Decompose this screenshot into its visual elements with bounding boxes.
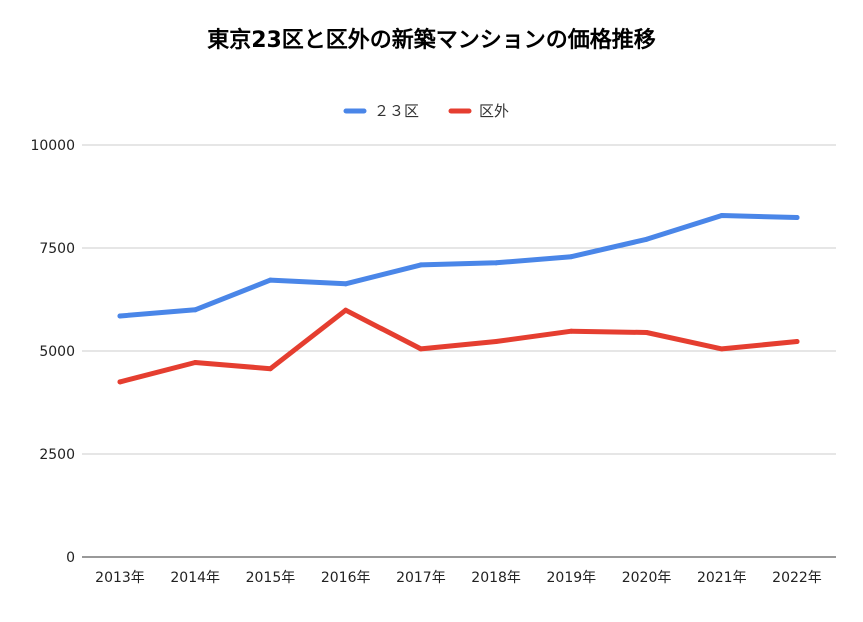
chart-title: 東京23区と区外の新築マンションの価格推移	[207, 28, 656, 53]
x-tick-label: 2015年	[246, 570, 296, 586]
x-tick-label: 2021年	[697, 570, 747, 586]
y-axis-ticks: 0 2500 5000 7500 10000	[30, 138, 75, 566]
y-tick-label: 0	[66, 550, 75, 566]
y-tick-label: 5000	[39, 344, 75, 360]
data-point	[719, 346, 725, 352]
data-point	[267, 366, 273, 372]
data-point	[267, 277, 273, 283]
data-point	[117, 313, 123, 319]
data-point	[493, 339, 499, 345]
data-point	[568, 328, 574, 334]
data-point	[192, 360, 198, 366]
data-point	[418, 262, 424, 268]
series-lines	[117, 212, 800, 385]
x-tick-label: 2018年	[471, 570, 521, 586]
legend-label: 区外	[479, 102, 509, 120]
y-tick-label: 7500	[39, 241, 75, 257]
data-point	[343, 307, 349, 313]
y-tick-label: 2500	[39, 447, 75, 463]
data-point	[493, 260, 499, 266]
data-point	[192, 307, 198, 313]
x-tick-label: 2020年	[622, 570, 672, 586]
x-tick-label: 2019年	[547, 570, 597, 586]
series-line-2	[117, 307, 800, 385]
data-point	[794, 215, 800, 221]
data-point	[644, 236, 650, 242]
series-line-1	[117, 213, 800, 319]
x-tick-label: 2014年	[170, 570, 220, 586]
x-axis-ticks: 2013年 2014年 2015年 2016年 2017年 2018年 2019年 2020年…	[95, 570, 822, 586]
y-tick-label: 10000	[30, 138, 75, 154]
x-tick-label: 2022年	[772, 570, 822, 586]
data-point	[719, 212, 725, 218]
x-tick-label: 2017年	[396, 570, 446, 586]
data-point	[794, 339, 800, 345]
gridlines	[82, 144, 836, 558]
data-point	[343, 281, 349, 287]
legend-label: ２３区	[374, 102, 419, 120]
legend: ２３区 区外	[343, 102, 509, 120]
data-point	[117, 379, 123, 385]
data-point	[568, 254, 574, 260]
x-tick-label: 2016年	[321, 570, 371, 586]
data-point	[418, 346, 424, 352]
data-point	[644, 329, 650, 335]
x-tick-label: 2013年	[95, 570, 145, 586]
